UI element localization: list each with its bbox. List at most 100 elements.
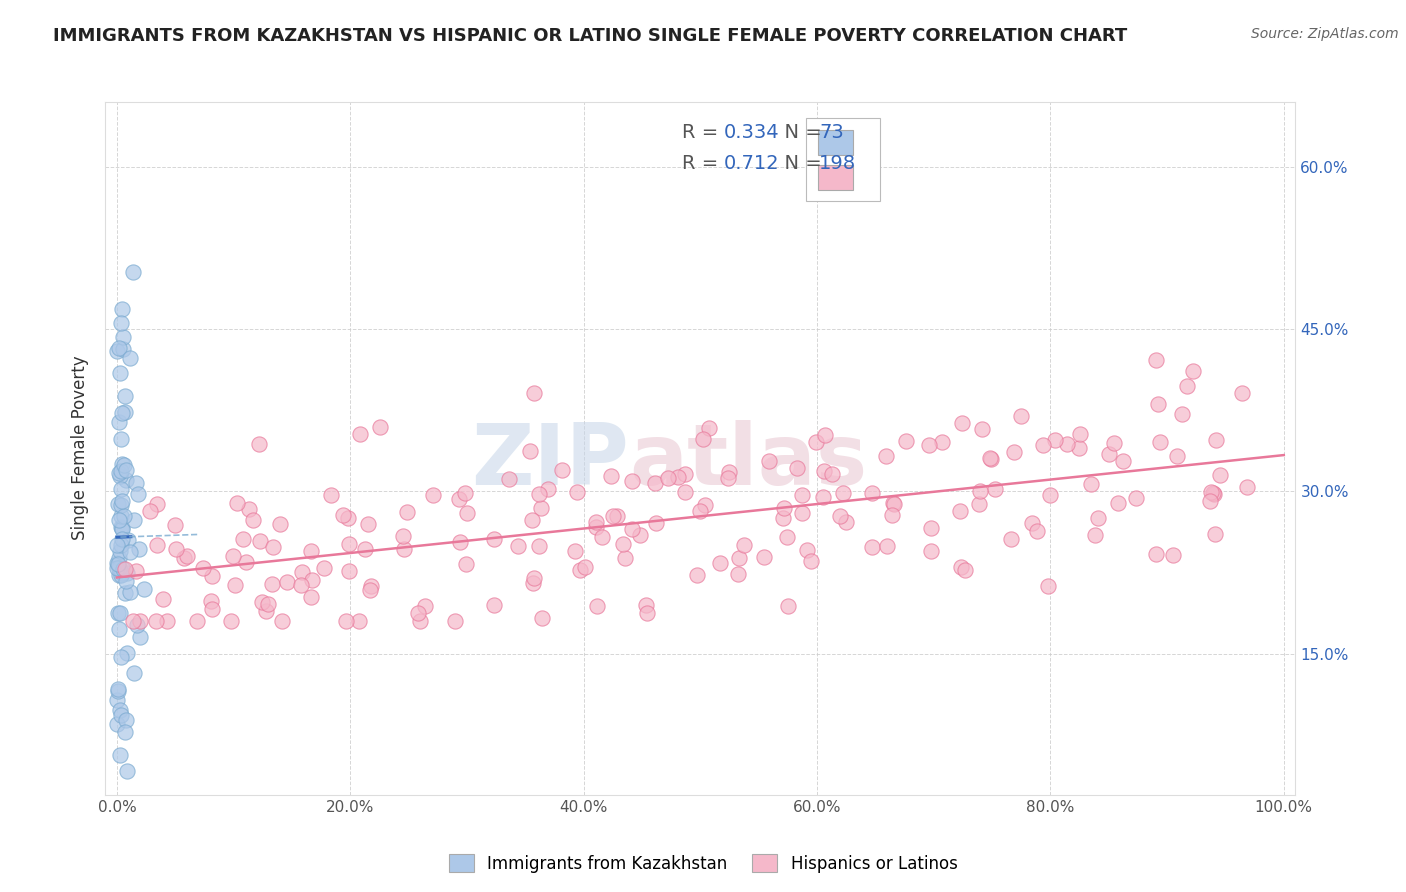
Point xyxy=(127,486,149,500)
Point xyxy=(249,437,271,451)
Point xyxy=(778,599,800,613)
Point xyxy=(689,504,711,518)
Point xyxy=(644,516,666,531)
Point xyxy=(368,420,391,434)
Point xyxy=(1080,477,1102,491)
Point xyxy=(522,575,544,590)
Point xyxy=(115,646,138,660)
Point xyxy=(299,544,322,558)
Text: Source: ZipAtlas.com: Source: ZipAtlas.com xyxy=(1251,27,1399,41)
Point xyxy=(600,468,623,483)
Point xyxy=(111,329,134,343)
Point xyxy=(176,549,198,563)
Point xyxy=(613,550,636,565)
Text: 0.712: 0.712 xyxy=(724,154,780,173)
Point xyxy=(114,389,136,403)
Point xyxy=(955,563,977,577)
Point xyxy=(1204,526,1226,541)
Point xyxy=(111,566,134,580)
Text: 198: 198 xyxy=(820,154,856,173)
Point xyxy=(695,498,717,512)
Point xyxy=(356,517,378,532)
Point xyxy=(108,703,131,717)
Point xyxy=(880,508,903,523)
Legend: Immigrants from Kazakhstan, Hispanics or Latinos: Immigrants from Kazakhstan, Hispanics or… xyxy=(441,847,965,880)
Point xyxy=(814,427,837,442)
Point xyxy=(422,487,444,501)
Point xyxy=(165,541,187,556)
Point xyxy=(686,568,709,582)
Point xyxy=(105,538,128,552)
Point xyxy=(551,463,574,477)
Point xyxy=(224,577,246,591)
Point xyxy=(772,500,794,515)
Point xyxy=(484,533,506,547)
Point xyxy=(970,422,993,436)
Point xyxy=(1069,427,1091,442)
Point xyxy=(201,569,224,583)
Point xyxy=(523,386,546,401)
Point xyxy=(831,485,853,500)
Point xyxy=(804,434,827,449)
Text: ZIP: ZIP xyxy=(471,420,628,503)
Point xyxy=(392,542,415,557)
Point xyxy=(860,486,883,500)
Point xyxy=(520,513,543,527)
Point xyxy=(105,693,128,707)
Point xyxy=(110,707,132,722)
Point xyxy=(138,504,160,518)
Point xyxy=(219,615,242,629)
Point xyxy=(1087,511,1109,525)
Point xyxy=(1039,488,1062,502)
Y-axis label: Single Female Poverty: Single Female Poverty xyxy=(72,356,89,541)
Text: 0.334: 0.334 xyxy=(724,123,780,142)
Point xyxy=(811,490,834,504)
Point xyxy=(319,488,342,502)
Point xyxy=(200,594,222,608)
Point xyxy=(1021,516,1043,531)
Point xyxy=(107,558,129,572)
Point xyxy=(1102,436,1125,450)
Point xyxy=(111,521,134,535)
Point xyxy=(128,542,150,557)
Point xyxy=(222,549,245,564)
Point xyxy=(875,449,897,463)
Point xyxy=(108,543,131,558)
Point xyxy=(269,516,291,531)
Point xyxy=(796,543,818,558)
Point xyxy=(107,682,129,697)
Point xyxy=(444,615,467,629)
Point xyxy=(636,599,658,613)
Point xyxy=(1205,433,1227,447)
Text: R =: R = xyxy=(682,123,725,142)
Point xyxy=(349,427,371,442)
Point xyxy=(110,567,132,582)
Point xyxy=(186,615,208,629)
Point xyxy=(108,513,131,527)
Point xyxy=(122,265,145,279)
Point xyxy=(122,615,145,629)
Point xyxy=(1000,532,1022,546)
Text: N =: N = xyxy=(772,123,828,142)
Point xyxy=(115,764,138,779)
Point xyxy=(565,485,588,500)
Point xyxy=(882,496,904,510)
Point xyxy=(108,561,131,575)
Text: R =: R = xyxy=(682,154,725,173)
Legend: , : , xyxy=(806,118,880,202)
Point xyxy=(409,615,432,629)
Point xyxy=(396,505,419,519)
Point xyxy=(821,467,844,482)
Point xyxy=(115,473,138,487)
Point xyxy=(717,471,740,485)
Point xyxy=(110,482,132,496)
Point xyxy=(1182,364,1205,378)
Point xyxy=(1002,445,1025,459)
Point xyxy=(612,537,634,551)
Point xyxy=(276,574,298,589)
Point xyxy=(453,486,475,500)
Point xyxy=(337,564,360,578)
Point xyxy=(114,725,136,739)
Point xyxy=(117,566,139,580)
Point xyxy=(112,508,135,523)
